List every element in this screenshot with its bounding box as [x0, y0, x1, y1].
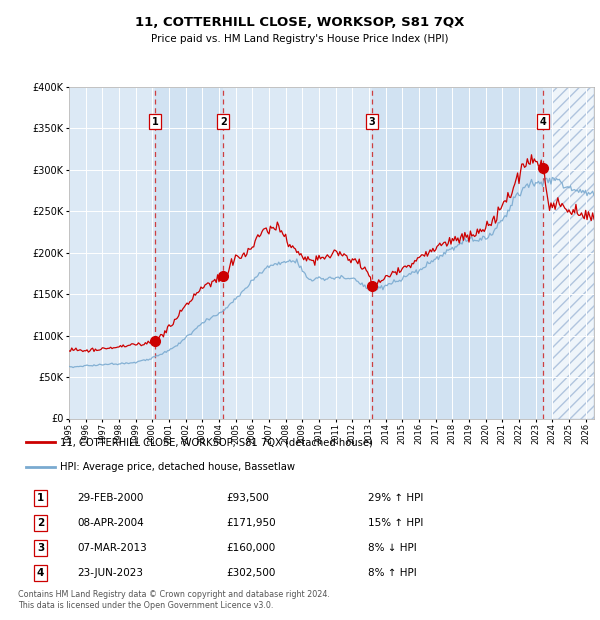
Text: 23-JUN-2023: 23-JUN-2023 — [77, 569, 143, 578]
Text: 11, COTTERHILL CLOSE, WORKSOP, S81 7QX (detached house): 11, COTTERHILL CLOSE, WORKSOP, S81 7QX (… — [60, 437, 373, 447]
Text: 07-MAR-2013: 07-MAR-2013 — [77, 543, 147, 553]
Text: 15% ↑ HPI: 15% ↑ HPI — [368, 518, 423, 528]
Text: 8% ↓ HPI: 8% ↓ HPI — [368, 543, 416, 553]
Text: 29-FEB-2000: 29-FEB-2000 — [77, 493, 143, 503]
Text: 2: 2 — [37, 518, 44, 528]
Text: Contains HM Land Registry data © Crown copyright and database right 2024.
This d: Contains HM Land Registry data © Crown c… — [18, 590, 330, 609]
Text: 3: 3 — [37, 543, 44, 553]
Text: 1: 1 — [152, 117, 158, 126]
Bar — [372, 87, 543, 419]
Text: 8% ↑ HPI: 8% ↑ HPI — [368, 569, 416, 578]
Bar — [553, 87, 594, 419]
Text: 2: 2 — [220, 117, 227, 126]
Text: Price paid vs. HM Land Registry's House Price Index (HPI): Price paid vs. HM Land Registry's House … — [151, 34, 449, 44]
Text: 4: 4 — [540, 117, 547, 126]
Text: 1: 1 — [37, 493, 44, 503]
Bar — [553, 87, 594, 419]
Text: HPI: Average price, detached house, Bassetlaw: HPI: Average price, detached house, Bass… — [60, 463, 295, 472]
Text: £93,500: £93,500 — [227, 493, 269, 503]
Text: 29% ↑ HPI: 29% ↑ HPI — [368, 493, 423, 503]
Text: 08-APR-2004: 08-APR-2004 — [77, 518, 144, 528]
Text: £171,950: £171,950 — [227, 518, 277, 528]
Bar — [155, 87, 223, 419]
Text: £302,500: £302,500 — [227, 569, 276, 578]
Text: 3: 3 — [368, 117, 375, 126]
Text: £160,000: £160,000 — [227, 543, 276, 553]
Text: 11, COTTERHILL CLOSE, WORKSOP, S81 7QX: 11, COTTERHILL CLOSE, WORKSOP, S81 7QX — [136, 16, 464, 29]
Text: 4: 4 — [37, 569, 44, 578]
